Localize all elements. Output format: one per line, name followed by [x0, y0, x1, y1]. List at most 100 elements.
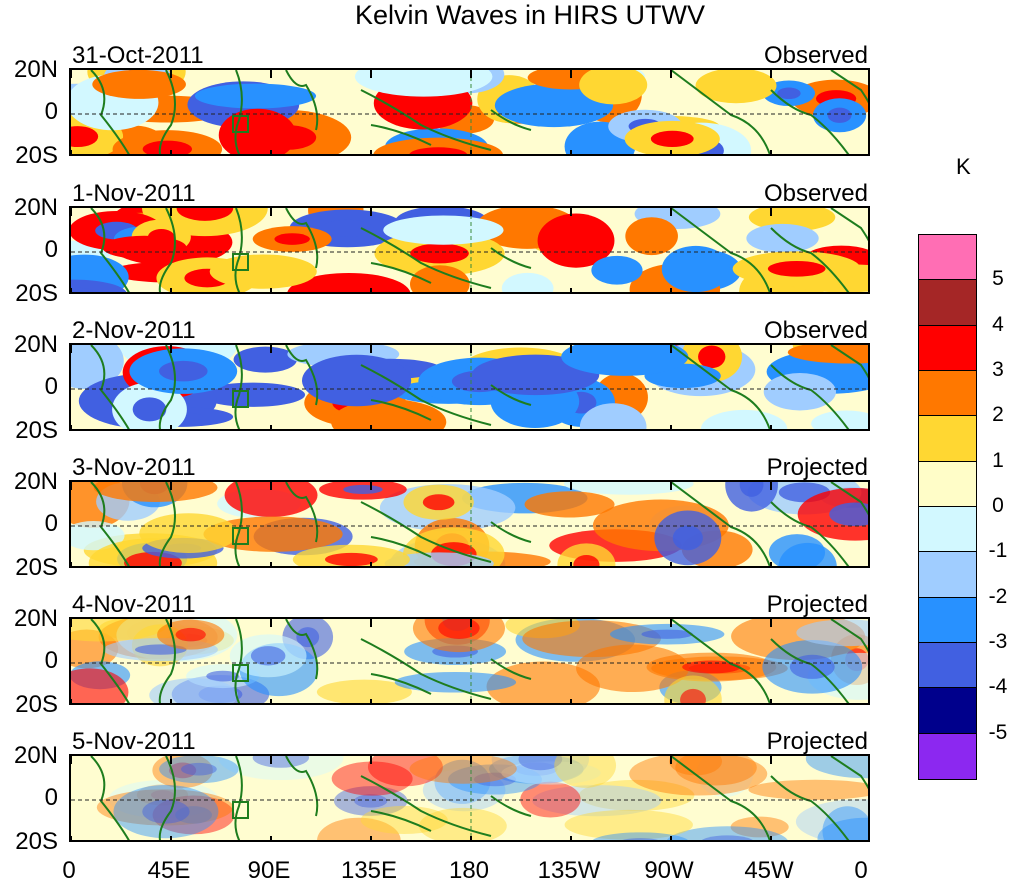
anomaly-blob [763, 373, 837, 411]
anomaly-blob [71, 520, 125, 551]
lat-label: 0 [44, 373, 58, 400]
colorbar-label: -1 [988, 539, 1008, 563]
anomaly-core [169, 762, 197, 779]
anomaly-blob [666, 826, 788, 840]
anomaly-blob [579, 70, 648, 105]
lat-label: 0 [44, 98, 58, 125]
coastline [285, 756, 319, 817]
panel-type: Observed [761, 42, 870, 69]
region-box [232, 801, 249, 819]
region-box [232, 664, 249, 682]
anomaly-blob [730, 816, 789, 838]
anomaly-core [325, 552, 378, 566]
coastline [234, 756, 243, 840]
anomaly-core [777, 87, 801, 100]
lat-label: 20N [13, 56, 58, 83]
lat-label: 20S [15, 554, 58, 581]
colorbar-swatch [919, 461, 976, 507]
anomaly-blob [108, 780, 219, 819]
anomaly-blob [669, 756, 723, 776]
colorbar [918, 234, 977, 780]
anomaly-blob [554, 756, 617, 788]
anomaly-blob [501, 761, 601, 785]
coastline [234, 70, 243, 154]
anomaly-blob [700, 409, 788, 429]
colorbar-label: -4 [988, 675, 1008, 699]
colorbar-swatch [919, 597, 976, 643]
anomaly-blob [96, 789, 234, 826]
anomaly-core [701, 835, 753, 840]
coastline [285, 70, 319, 131]
anomaly-blob [787, 345, 868, 364]
anomaly-core [206, 670, 240, 682]
anomaly-core [343, 484, 383, 495]
anomaly-core [438, 619, 480, 639]
anomaly-blob [233, 346, 297, 373]
coastline [770, 638, 850, 703]
anomaly-blob [592, 832, 688, 840]
anomaly-blob [796, 619, 868, 647]
coastline [770, 501, 850, 566]
panel-date: 4-Nov-2011 [70, 591, 198, 618]
colorbar-label: -5 [988, 720, 1008, 744]
anomaly-blob [563, 482, 694, 495]
map-panel [69, 754, 870, 842]
coastline [158, 482, 176, 566]
coastline [670, 70, 771, 154]
coastline [158, 756, 176, 840]
anomaly-blob [494, 83, 614, 128]
colorbar-label: -3 [988, 630, 1008, 653]
panel-date: 3-Nov-2011 [70, 454, 198, 481]
anomaly-core [150, 790, 175, 800]
anomaly-blob [149, 678, 239, 703]
anomaly-core [672, 525, 703, 551]
anomaly-blob [287, 272, 411, 292]
anomaly-core [175, 806, 213, 824]
coastline [360, 89, 492, 151]
anomaly-core [650, 130, 694, 147]
anomaly-blob [822, 806, 868, 840]
coastline [370, 536, 432, 558]
coastline [830, 70, 868, 104]
anomaly-core [739, 482, 764, 497]
lat-label: 20S [15, 691, 58, 718]
lat-label: 20N [13, 605, 58, 632]
lat-label: 0 [44, 784, 58, 811]
anomaly-core [142, 799, 190, 824]
lon-label: 0 [62, 857, 76, 884]
region-box [232, 115, 249, 133]
anomaly-blob [434, 759, 491, 804]
anomaly-field [71, 70, 868, 154]
lat-label: 0 [44, 647, 58, 674]
colorbar-swatch [919, 325, 976, 371]
anomaly-field [71, 619, 868, 703]
anomaly-core [622, 838, 659, 840]
anomaly-core [252, 756, 309, 768]
panel-type: Observed [761, 317, 870, 344]
coastline [670, 482, 771, 566]
coastline [670, 208, 771, 292]
coastline [285, 482, 319, 543]
anomaly-field [71, 482, 868, 566]
anomaly-blob [661, 245, 730, 292]
anomaly-blob [488, 756, 584, 784]
anomaly-blob [92, 70, 186, 99]
anomaly-blob [422, 769, 506, 812]
colorbar-swatch [919, 280, 976, 326]
anomaly-blob [805, 756, 868, 779]
lat-label: 20S [15, 280, 58, 307]
anomaly-blob [194, 83, 317, 109]
anomaly-blob [367, 756, 443, 787]
anomaly-core [175, 627, 206, 642]
anomaly-core [409, 147, 468, 154]
anomaly-blob [695, 70, 777, 104]
lon-label: 135W [537, 857, 601, 884]
coastline [370, 673, 432, 695]
coastline [830, 756, 868, 790]
anomaly-core [473, 772, 517, 787]
anomaly-blob [113, 784, 219, 839]
coastline [90, 208, 130, 292]
colorbar-swatch [919, 643, 976, 689]
coastline [370, 262, 432, 284]
anomaly-core [159, 360, 208, 382]
